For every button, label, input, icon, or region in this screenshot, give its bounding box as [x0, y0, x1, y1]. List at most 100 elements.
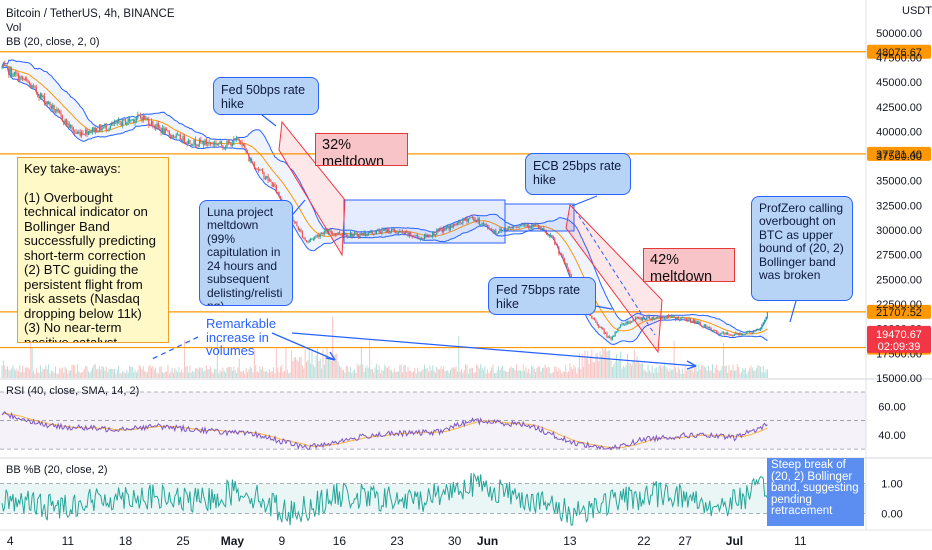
- candle-body: [148, 119, 150, 125]
- candle-body: [26, 78, 28, 81]
- candle-body: [625, 321, 627, 325]
- volume-bar: [706, 370, 708, 378]
- volume-arrow[interactable]: [291, 332, 697, 367]
- candle-body: [722, 332, 725, 334]
- candle-body: [555, 243, 557, 245]
- candle-body: [100, 125, 102, 131]
- volume-bar: [587, 351, 589, 378]
- candle-body: [615, 331, 618, 333]
- volume-bar: [551, 372, 553, 378]
- candle-body: [131, 119, 133, 121]
- candle-body: [485, 224, 487, 225]
- steep-break-note[interactable]: Steep break of (20, 2) Bollinger band, s…: [767, 458, 864, 526]
- volume-bar: [168, 373, 170, 378]
- volume-bar: [499, 370, 501, 378]
- volume-bar: [487, 369, 489, 378]
- volume-bar: [703, 366, 705, 378]
- vol-indicator-label[interactable]: Vol: [6, 22, 21, 34]
- candle-body: [1, 66, 3, 68]
- consolidation-box[interactable]: [343, 199, 506, 244]
- volume-bar: [194, 368, 196, 378]
- volume-bar: [362, 364, 364, 378]
- volume-bar: [504, 370, 506, 378]
- luna-callout[interactable]: Luna project meltdown (99% capitulation …: [199, 200, 293, 306]
- volume-bar: [223, 370, 225, 378]
- trend-projection[interactable]: [574, 209, 656, 336]
- volume-bar: [455, 366, 457, 378]
- takeaway-2: (2) BTC guiding the persistent flight fr…: [24, 262, 143, 321]
- volume-bar: [306, 362, 308, 378]
- volume-bar: [20, 372, 22, 378]
- volume-bar: [482, 369, 484, 378]
- volume-bar: [388, 365, 390, 378]
- candle-body: [179, 134, 181, 140]
- volume-bar: [749, 368, 751, 378]
- volume-bar: [82, 371, 84, 378]
- candle-body: [242, 144, 245, 146]
- candle-body: [351, 232, 353, 237]
- profzero-callout[interactable]: ProfZero calling overbought on BTC as up…: [751, 196, 853, 301]
- candle-body: [392, 228, 394, 230]
- candle-body: [672, 316, 674, 317]
- time-tick-label: 11: [794, 534, 807, 548]
- decline-channel[interactable]: [278, 120, 346, 257]
- candle-body: [11, 68, 13, 77]
- volume-bar: [369, 339, 371, 378]
- meltdown-32-pct: 32%: [322, 137, 352, 153]
- candle-body: [602, 327, 604, 330]
- volume-bar: [646, 372, 648, 378]
- candle-body: [19, 76, 21, 81]
- candle-body: [508, 226, 511, 228]
- remarkable-volumes-note[interactable]: Remarkable increase in volumes: [206, 317, 296, 357]
- volume-bar: [240, 371, 242, 378]
- candle-body: [646, 318, 648, 320]
- volume-bar: [148, 366, 150, 378]
- candle-body: [108, 128, 110, 130]
- volume-bar: [513, 368, 515, 378]
- volume-bar: [27, 367, 29, 378]
- candle-body: [412, 236, 415, 238]
- volume-arrow[interactable]: [271, 332, 336, 361]
- candle-body: [385, 228, 387, 233]
- candle-body: [138, 114, 140, 116]
- candle-body: [696, 321, 699, 323]
- key-takeaways-box[interactable]: Key take-aways: (1) Overbought technical…: [17, 157, 169, 343]
- ecb-25bps-callout[interactable]: ECB 25bps rate hike: [525, 153, 631, 195]
- meltdown-32-callout[interactable]: 32% meltdown: [315, 133, 408, 166]
- meltdown-42-callout[interactable]: 42% meltdown: [643, 248, 735, 282]
- candle-body: [252, 163, 254, 164]
- candle-body: [28, 82, 31, 85]
- volume-bar: [97, 368, 99, 378]
- volume-bar: [196, 368, 198, 378]
- decline-channel[interactable]: [565, 203, 663, 354]
- volume-bar: [439, 369, 441, 378]
- candle-body: [596, 322, 598, 325]
- fed-75bps-callout[interactable]: Fed 75bps rate hike: [488, 277, 596, 315]
- bbpb-indicator-label[interactable]: BB %B (20, close, 2): [6, 464, 108, 476]
- volume-bar: [463, 370, 465, 378]
- candle-body: [740, 333, 742, 336]
- candle-body: [410, 232, 412, 236]
- candle-body: [702, 326, 704, 328]
- candle-body: [120, 122, 122, 126]
- volume-bar: [694, 366, 696, 378]
- candle-body: [566, 263, 568, 270]
- volume-bar: [352, 370, 354, 378]
- candle-body: [218, 143, 220, 145]
- volume-bar: [123, 371, 125, 378]
- volume-bar: [557, 371, 559, 378]
- volume-bar: [651, 365, 653, 378]
- volume-bar: [596, 352, 598, 378]
- volume-bar: [666, 368, 668, 378]
- fed-50bps-callout[interactable]: Fed 50bps rate hike: [213, 77, 319, 115]
- consolidation-box[interactable]: [504, 203, 575, 232]
- bb-indicator-label[interactable]: BB (20, close, 2, 0): [6, 36, 100, 48]
- volume-bar: [400, 364, 402, 378]
- volume-bar: [337, 361, 339, 378]
- candle-body: [161, 128, 164, 133]
- volume-bar: [650, 372, 652, 378]
- volume-bar: [236, 373, 238, 378]
- rsi-indicator-label[interactable]: RSI (40, close, SMA, 14, 2): [6, 385, 139, 397]
- volume-bar: [744, 367, 746, 378]
- candle-body: [407, 232, 409, 236]
